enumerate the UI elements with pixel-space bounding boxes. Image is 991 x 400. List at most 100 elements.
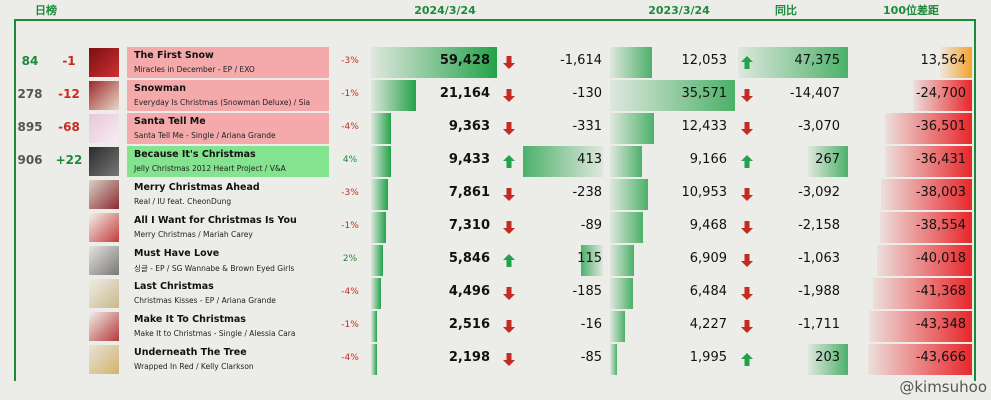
- gap-bar: [885, 146, 972, 177]
- song-title: Must Have Love: [134, 248, 220, 259]
- album-artist: Real / IU feat. CheonDung: [134, 197, 232, 206]
- daily-change-value: -16: [580, 317, 602, 332]
- streams-2024-bar: [371, 278, 381, 309]
- gap-value: -36,501: [915, 119, 966, 134]
- change-percent: -1%: [341, 89, 359, 99]
- arrow-up-icon: [741, 155, 753, 168]
- table-row: All I Want for Christmas Is You Merry Chr…: [0, 211, 991, 244]
- dark-group-icon: [89, 147, 119, 176]
- arrow-down-icon: [503, 188, 515, 201]
- arrow-down-icon: [503, 320, 515, 333]
- rank-change: -1: [62, 54, 76, 68]
- streams-2023-value: 35,571: [681, 86, 728, 101]
- album-artist: Make It to Christmas - Single / Alessia …: [134, 329, 296, 338]
- gap-bar: [881, 179, 972, 210]
- white-cover-icon: [89, 213, 119, 242]
- change-percent: -1%: [341, 221, 359, 231]
- header-date-current: 2024/3/24: [414, 4, 476, 17]
- yoy-value: 47,375: [794, 53, 841, 68]
- streams-2024-bar: [371, 245, 384, 276]
- streams-2024-bar: [371, 80, 416, 111]
- streams-2023-bar: [610, 278, 633, 309]
- gap-bar: [876, 245, 972, 276]
- arrow-down-icon: [741, 188, 753, 201]
- streams-2023-bar: [610, 146, 643, 177]
- change-percent: 4%: [342, 155, 358, 165]
- gap-value: 13,564: [920, 53, 967, 68]
- daily-change-bar: [523, 146, 603, 177]
- streams-2024-value: 5,846: [448, 251, 490, 266]
- yoy-value: 267: [815, 152, 840, 167]
- gap-bar: [880, 212, 972, 243]
- streams-2024-value: 4,496: [448, 284, 490, 299]
- album-artist: Miracles in December - EP / EXO: [134, 65, 255, 74]
- streams-2023-value: 1,995: [689, 350, 727, 365]
- streams-2024-value: 2,198: [448, 350, 490, 365]
- streams-2024-bar: [371, 311, 377, 342]
- table-row: 906 +22 Because It's Christmas Jelly Christ…: [0, 145, 991, 178]
- streams-2024-bar: [371, 212, 387, 243]
- song-title: Snowman: [134, 83, 186, 94]
- arrow-down-icon: [503, 89, 515, 102]
- streams-2024-value: 59,428: [439, 53, 490, 68]
- rank-change: -68: [58, 120, 80, 134]
- table-row: 895 -68 Santa Tell Me Santa Tell Me - Singl…: [0, 112, 991, 145]
- streams-2023-value: 10,953: [681, 185, 728, 200]
- table-row: 278 -12 Snowman Everyday Is Christmas (Snow…: [0, 79, 991, 112]
- streams-2024-bar: [371, 179, 388, 210]
- arrow-down-icon: [741, 254, 753, 267]
- daily-change-value: 413: [577, 152, 602, 167]
- streams-2023-value: 9,166: [689, 152, 727, 167]
- table-row: Last Christmas Christmas Kisses - EP / Ar…: [0, 277, 991, 310]
- gap-value: -38,003: [915, 185, 966, 200]
- table-row: Must Have Love 싱글 - EP / SG Wannabe & Bro…: [0, 244, 991, 277]
- streams-2023-value: 6,484: [689, 284, 727, 299]
- daily-change-value: 115: [577, 251, 602, 266]
- gap-bar: [868, 311, 972, 342]
- arrow-down-icon: [503, 56, 515, 69]
- daily-change-value: -89: [580, 218, 602, 233]
- rank-change: -12: [58, 87, 80, 101]
- album-artist: Santa Tell Me - Single / Ariana Grande: [134, 131, 276, 140]
- arrow-down-icon: [741, 122, 753, 135]
- arrow-down-icon: [503, 221, 515, 234]
- wreath-icon: [89, 81, 119, 110]
- daily-change-value: -331: [572, 119, 602, 134]
- ornaments-icon: [89, 279, 119, 308]
- title-highlight: [127, 80, 329, 111]
- gift-cover-icon: [89, 312, 119, 341]
- gap-value: -36,431: [915, 152, 966, 167]
- arrow-down-icon: [741, 320, 753, 333]
- table-row: Underneath The Tree Wrapped In Red / Kell…: [0, 343, 991, 376]
- table-row: Merry Christmas Ahead Real / IU feat. Che…: [0, 178, 991, 211]
- song-title: Make It To Christmas: [134, 314, 246, 325]
- gap-value: -43,666: [915, 350, 966, 365]
- yoy-bar: [738, 47, 848, 78]
- streams-2023-bar: [610, 80, 735, 111]
- change-percent: -3%: [341, 56, 359, 66]
- yoy-value: -3,070: [798, 119, 840, 134]
- album-artist: 싱글 - EP / SG Wannabe & Brown Eyed Girls: [134, 264, 295, 273]
- gap-bar: [885, 113, 972, 144]
- streams-2024-value: 21,164: [439, 86, 490, 101]
- arrow-down-icon: [741, 89, 753, 102]
- album-artist: Christmas Kisses - EP / Ariana Grande: [134, 296, 276, 305]
- streams-2024-value: 7,861: [448, 185, 490, 200]
- yoy-value: 203: [815, 350, 840, 365]
- pink-cover-icon: [89, 114, 119, 143]
- table-row: Make It To Christmas Make It to Christmas…: [0, 310, 991, 343]
- song-title: Last Christmas: [134, 281, 214, 292]
- daily-change-value: -130: [572, 86, 602, 101]
- change-percent: -4%: [341, 287, 359, 297]
- arrow-down-icon: [503, 122, 515, 135]
- header-gap: 100位差距: [883, 4, 939, 17]
- change-percent: -1%: [341, 320, 359, 330]
- title-highlight: [127, 47, 329, 78]
- streams-2024-value: 7,310: [448, 218, 490, 233]
- gap-value: -43,348: [915, 317, 966, 332]
- header-yoy: 同比: [775, 4, 797, 17]
- title-highlight: [127, 113, 329, 144]
- arrow-up-icon: [741, 353, 753, 366]
- streams-2024-bar: [371, 146, 391, 177]
- album-artist: Wrapped In Red / Kelly Clarkson: [134, 362, 254, 371]
